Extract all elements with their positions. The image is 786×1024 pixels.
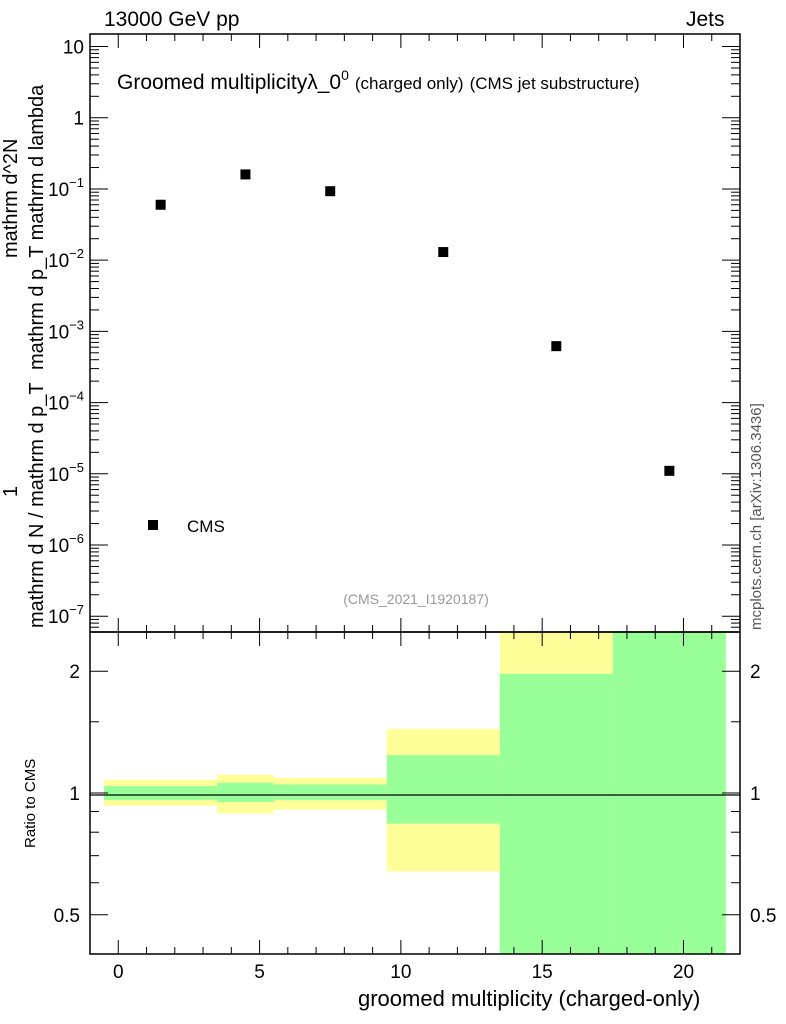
title-source: (CMS jet substructure): [470, 74, 640, 93]
data-markers: [155, 169, 675, 476]
ratio-inner-band-1: [217, 782, 274, 803]
energy-label: 13000 GeV pp: [104, 8, 240, 31]
title-lambda: λ_0: [307, 71, 341, 94]
process-label: Jets: [686, 8, 725, 31]
y-tick-label: 10: [63, 38, 84, 59]
ratio-panel-frame: [89, 631, 741, 955]
x-tick-label-10: 10: [390, 962, 411, 983]
ratio-inner-band-4: [499, 673, 613, 954]
cms-data-point: [325, 186, 336, 197]
ratio-inner-band-0: [104, 786, 218, 801]
y-tick-label: 1: [73, 109, 84, 130]
cms-data-point: [240, 169, 251, 180]
ratio-ylabel: Ratio to CMS: [22, 758, 39, 848]
axis-ticks: [89, 34, 741, 955]
main-panel-frame: [89, 33, 741, 633]
watermark-label: (CMS_2021_I1920187): [343, 591, 489, 607]
y-tick-label: 10−5: [48, 460, 84, 486]
x-axis-label: groomed multiplicity (charged-only): [358, 986, 701, 1011]
ratio-y-tick-label-right: 2: [750, 662, 761, 683]
x-tick-label-15: 15: [532, 962, 553, 983]
y-tick-label: 10−4: [48, 389, 84, 415]
cms-data-point: [664, 465, 675, 476]
ratio-inner-band-2: [273, 784, 387, 801]
ratio-y-tick-label-right: 0.5: [750, 906, 776, 927]
legend-marker: [148, 520, 158, 530]
cms-data-point: [438, 247, 449, 258]
title-main: Groomed multiplicity: [117, 71, 308, 94]
x-tick-label-20: 20: [673, 962, 694, 983]
x-tick-label-5: 5: [254, 962, 265, 983]
ratio-y-tick-label-right: 1: [750, 784, 761, 805]
x-tick-label-0: 0: [113, 962, 124, 983]
y-tick-label: 10−3: [48, 317, 84, 343]
tick-labels: 0 5 10 15 2010−710−610−510−410−310−210−11100…: [48, 38, 776, 983]
mcplots-side-label: mcplots.cern.ch [arXiv:1306.3436]: [748, 403, 765, 630]
ratio-bands: [104, 632, 726, 954]
title-charged: (charged only): [355, 74, 464, 93]
y-tick-label: 10−7: [48, 602, 84, 628]
cms-data-point: [551, 341, 562, 352]
y-tick-label: 10−1: [48, 175, 84, 201]
ylabel-numerator-one: 1: [0, 485, 22, 497]
chart-title: Groomed multiplicityλ_00 (charged only) (C…: [117, 67, 640, 94]
title-superscript: 0: [341, 67, 349, 83]
cms-data-point: [155, 199, 166, 210]
ratio-inner-band-3: [386, 755, 500, 824]
ratio-y-tick-label-left: 0.5: [54, 906, 80, 927]
ylabel-denominator-one: mathrm d N / mathrm d p_T: [26, 382, 48, 628]
y-tick-label: 10−6: [48, 531, 84, 557]
ylabel-numerator-two: mathrm d^2N: [0, 138, 22, 258]
y-tick-label: 10−2: [48, 246, 84, 272]
ylabel-denominator-two: mathrm d p_T mathrm d lambda: [26, 84, 48, 370]
ratio-y-tick-label-left: 2: [69, 662, 80, 683]
ratio-y-tick-label-left: 1: [69, 784, 80, 805]
legend-label: CMS: [187, 517, 225, 536]
ratio-inner-band-5: [612, 632, 726, 954]
